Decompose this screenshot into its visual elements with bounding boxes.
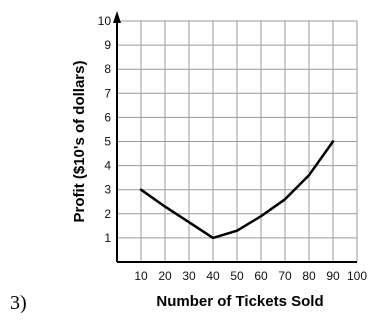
x-tick-label: 10 (134, 269, 148, 283)
x-tick-label: 80 (302, 269, 316, 283)
y-tick-label: 6 (104, 110, 111, 124)
problem-number-label: 3) (10, 292, 27, 314)
x-tick-label: 100 (347, 269, 367, 283)
y-tick-label: 4 (104, 159, 111, 173)
x-tick-label: 70 (278, 269, 292, 283)
data-series (139, 140, 335, 240)
y-tick-label: 2 (104, 207, 111, 221)
y-tick-label: 10 (98, 14, 112, 28)
y-axis-arrow-icon (113, 11, 121, 23)
profit-line (139, 140, 335, 240)
x-axis-label: Number of Tickets Sold (156, 293, 323, 310)
y-tick-label: 3 (104, 183, 111, 197)
x-tick-label: 90 (326, 269, 340, 283)
x-tick-labels: 10 20 30 40 50 60 70 80 90 100 (134, 269, 367, 283)
x-tick-label: 40 (206, 269, 220, 283)
y-tick-label: 9 (104, 38, 111, 52)
y-tick-label: 1 (104, 231, 111, 245)
y-tick-label: 7 (104, 86, 111, 100)
y-tick-labels: 1 2 3 4 5 6 7 8 9 10 (98, 14, 112, 245)
x-tick-label: 50 (230, 269, 244, 283)
y-tick-label: 5 (104, 135, 111, 149)
x-tick-label: 60 (254, 269, 268, 283)
x-tick-label: 20 (158, 269, 172, 283)
axes (113, 11, 357, 263)
y-tick-label: 8 (104, 62, 111, 76)
grid-lines (117, 20, 358, 262)
y-axis-label: Profit ($10's of dollars) (71, 61, 88, 223)
x-tick-label: 30 (182, 269, 196, 283)
